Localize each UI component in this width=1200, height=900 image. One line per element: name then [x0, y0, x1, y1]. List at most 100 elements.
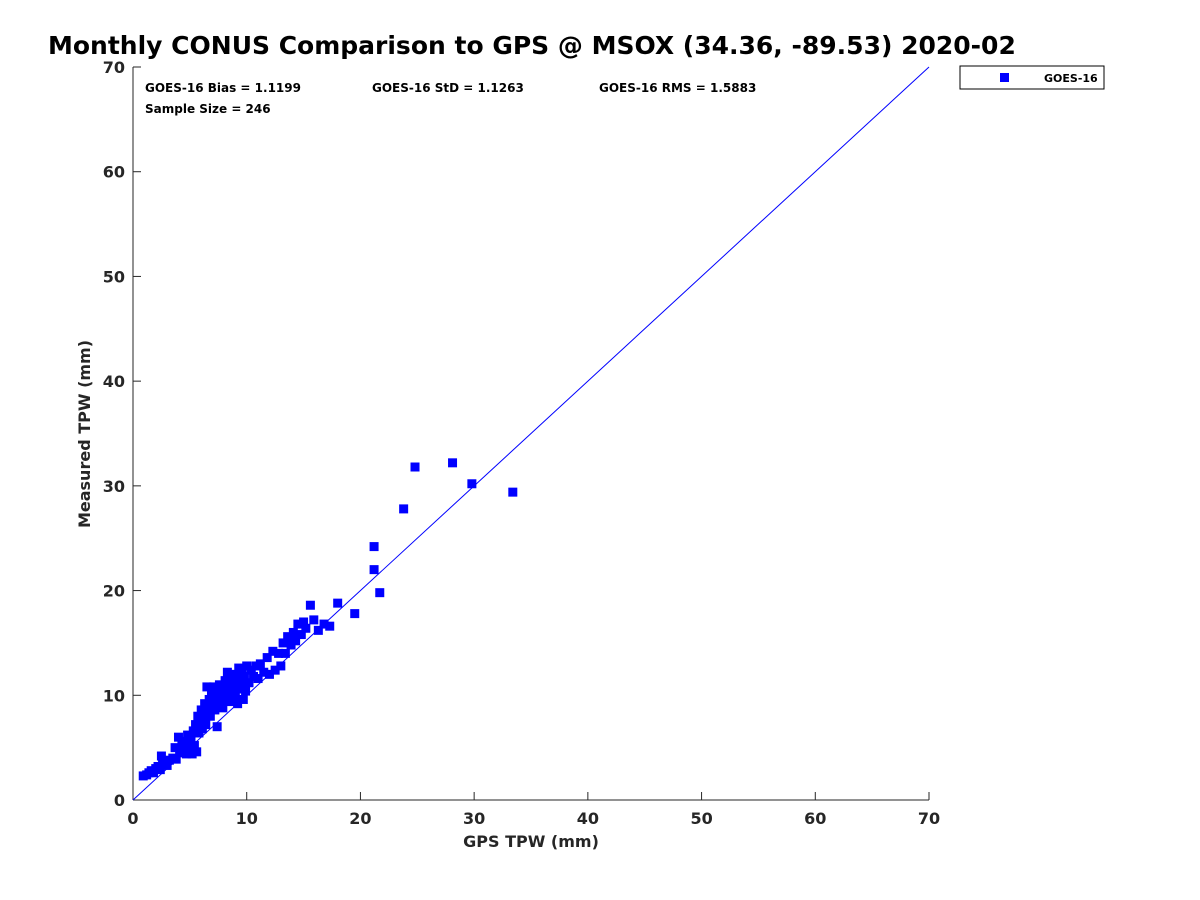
data-point — [280, 648, 290, 658]
y-tick-label: 40 — [103, 372, 125, 391]
data-points — [138, 458, 518, 781]
data-point — [246, 665, 256, 675]
data-point — [309, 615, 319, 625]
data-point — [291, 636, 301, 646]
y-tick-label: 0 — [114, 791, 125, 810]
x-tick-label: 60 — [804, 809, 826, 828]
data-point — [231, 674, 241, 684]
x-tick-label: 70 — [918, 809, 940, 828]
data-point — [268, 646, 278, 656]
data-point — [191, 720, 201, 730]
data-point — [156, 751, 166, 761]
data-point — [241, 686, 251, 696]
y-axis-ticks: 0 10 20 30 40 50 60 70 — [103, 58, 141, 810]
data-point — [288, 627, 298, 637]
x-tick-label: 50 — [690, 809, 712, 828]
data-point — [162, 760, 172, 770]
x-axis-ticks: 0 10 20 30 40 50 60 70 — [127, 792, 940, 828]
data-point — [399, 504, 409, 514]
data-point — [276, 661, 286, 671]
data-point — [286, 640, 296, 650]
data-point — [255, 659, 265, 669]
y-tick-label: 20 — [103, 582, 125, 601]
data-point — [369, 542, 379, 552]
data-point — [508, 487, 518, 497]
data-point — [270, 665, 280, 675]
data-point — [283, 632, 293, 642]
legend-box — [959, 65, 1105, 90]
data-point — [171, 754, 181, 764]
data-point — [217, 690, 227, 700]
data-point — [205, 711, 215, 721]
data-point — [188, 726, 198, 736]
data-point — [212, 722, 222, 732]
data-point — [264, 669, 274, 679]
data-point — [219, 684, 229, 694]
data-point — [180, 736, 190, 746]
x-tick-label: 40 — [577, 809, 599, 828]
bias-stat: GOES-16 Bias = 1.1199 — [145, 81, 301, 95]
data-point — [224, 688, 234, 698]
data-point — [448, 458, 458, 468]
data-point — [225, 671, 235, 681]
axes — [132, 67, 929, 801]
data-point — [218, 703, 228, 713]
data-point — [187, 749, 197, 759]
data-point — [210, 705, 220, 715]
std-stat: GOES-16 StD = 1.1263 — [372, 81, 524, 95]
data-point — [204, 694, 214, 704]
data-point — [274, 648, 284, 658]
data-point — [293, 619, 303, 629]
data-point — [238, 694, 248, 704]
x-tick-label: 0 — [127, 809, 138, 828]
data-point — [369, 565, 379, 575]
legend: GOES-16 — [959, 65, 1105, 90]
data-point — [201, 720, 211, 730]
data-point — [299, 617, 309, 627]
x-tick-label: 10 — [236, 809, 258, 828]
data-point — [211, 692, 221, 702]
data-point — [202, 682, 212, 692]
data-point — [249, 671, 259, 681]
data-point — [313, 625, 323, 635]
data-point — [375, 588, 385, 598]
data-point — [467, 479, 477, 489]
y-axis-label: Measured TPW (mm) — [75, 340, 94, 528]
y-tick-label: 60 — [103, 163, 125, 182]
chart-title: Monthly CONUS Comparison to GPS @ MSOX (… — [48, 31, 1016, 60]
data-point — [251, 661, 261, 671]
data-point — [262, 653, 272, 663]
data-point — [196, 705, 206, 715]
data-point — [200, 699, 210, 709]
data-point — [244, 678, 254, 688]
data-point — [253, 674, 263, 684]
y-tick-label: 30 — [103, 477, 125, 496]
y-tick-label: 10 — [103, 686, 125, 705]
data-point — [305, 600, 315, 610]
data-point — [220, 676, 230, 686]
y-tick-label: 70 — [103, 58, 125, 77]
data-point — [221, 694, 231, 704]
data-point — [209, 682, 219, 692]
data-point — [259, 667, 269, 677]
data-point — [230, 690, 240, 700]
data-point — [410, 462, 420, 472]
data-point — [333, 598, 343, 608]
data-point — [236, 680, 246, 690]
data-point — [186, 734, 196, 744]
data-point — [325, 621, 335, 631]
data-point — [350, 609, 360, 619]
rms-stat: GOES-16 RMS = 1.5883 — [599, 81, 756, 95]
data-point — [192, 747, 202, 757]
x-axis-label: GPS TPW (mm) — [463, 832, 599, 851]
data-point — [189, 741, 199, 751]
data-point — [199, 713, 209, 723]
data-point — [206, 688, 216, 698]
x-tick-label: 20 — [349, 809, 371, 828]
sample-size-stat: Sample Size = 246 — [145, 102, 271, 116]
data-point — [170, 743, 180, 753]
x-tick-label: 30 — [463, 809, 485, 828]
data-point — [296, 630, 306, 640]
data-point — [173, 732, 183, 742]
y-tick-label: 50 — [103, 267, 125, 286]
